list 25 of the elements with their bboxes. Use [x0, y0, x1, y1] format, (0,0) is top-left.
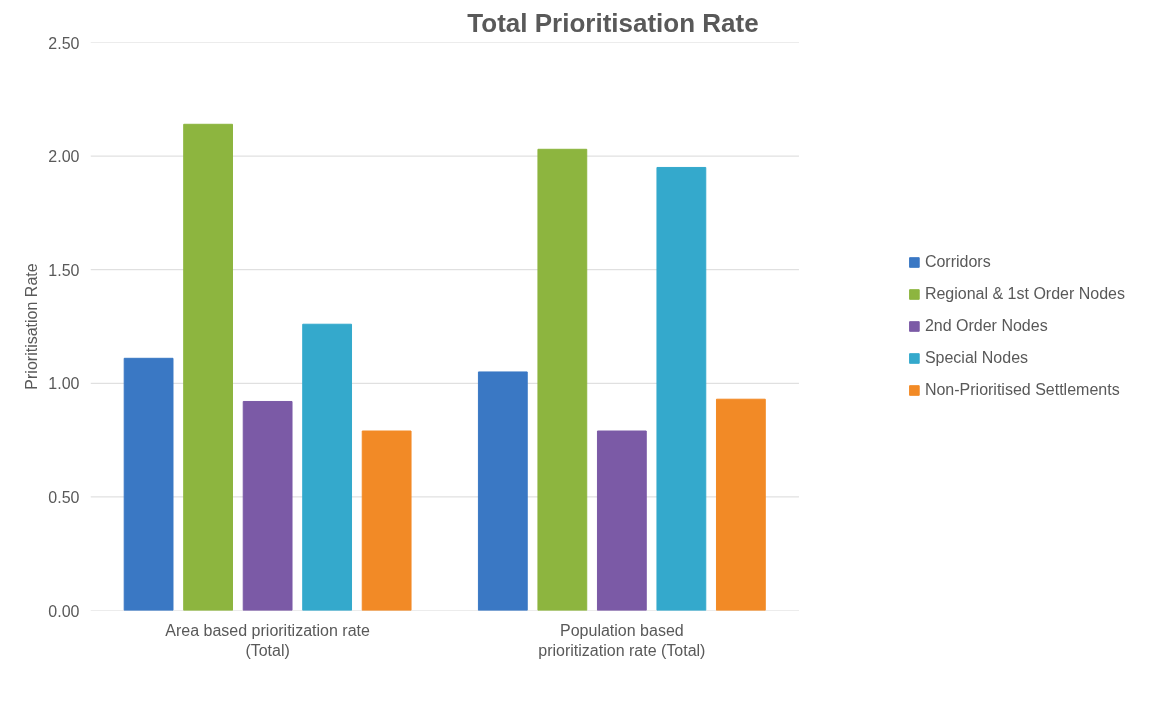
bar — [537, 148, 588, 611]
legend-label: 2nd Order Nodes — [924, 317, 1048, 335]
legend-label: Corridors — [924, 253, 991, 271]
x-tick-label: Population based prioritization rate (Total) — [538, 621, 706, 659]
y-tick-label: 1.00 — [48, 375, 80, 393]
bar — [123, 357, 174, 611]
y-tick-label: 2.50 — [48, 34, 80, 52]
bar — [361, 430, 412, 611]
chart-title: Total Prioritisation Rate — [467, 7, 759, 38]
bar — [596, 430, 647, 611]
y-tick-label: 0.50 — [48, 488, 80, 506]
bar — [656, 166, 707, 611]
bar — [242, 400, 293, 611]
y-tick-label: 1.50 — [48, 261, 80, 279]
y-tick-label: 2.00 — [48, 148, 80, 166]
legend-label: Special Nodes — [924, 349, 1029, 367]
y-tick-label: 0.00 — [48, 602, 80, 620]
bar — [302, 323, 353, 611]
bar — [183, 123, 234, 611]
bar — [477, 371, 528, 611]
x-tick-label: Area based prioritization rate (Total) — [165, 621, 370, 659]
bar — [715, 398, 766, 611]
legend-label: Non-Prioritised Settlements — [924, 381, 1120, 399]
y-axis-title: Prioritisation Rate — [23, 263, 41, 390]
legend-label: Regional & 1st Order Nodes — [924, 285, 1125, 303]
